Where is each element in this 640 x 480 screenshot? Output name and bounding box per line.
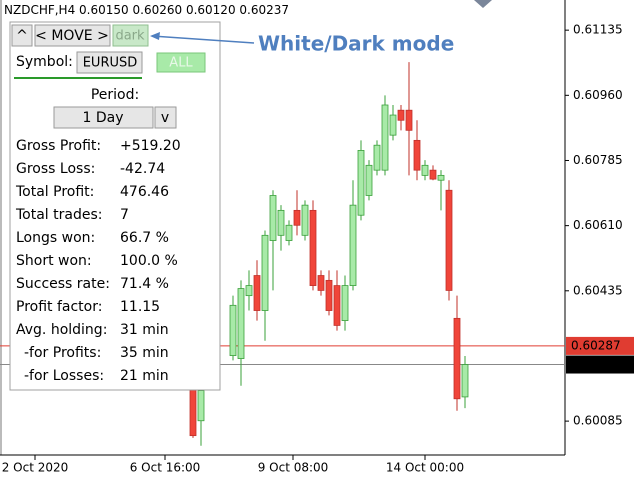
- stat-value: -42.74: [120, 161, 165, 177]
- candle-body: [437, 174, 445, 181]
- move-label: < MOVE >: [35, 28, 109, 44]
- candle-body: [357, 150, 365, 216]
- stat-value: 66.7 %: [120, 230, 169, 246]
- panel-box: [9, 21, 221, 391]
- price-label: 0.60287: [571, 338, 621, 352]
- candle-body: [253, 275, 261, 311]
- stat-label: Gross Profit:: [16, 138, 101, 154]
- stat-label: Profit factor:: [16, 299, 102, 315]
- candle-body: [341, 285, 349, 321]
- symbol: NZDCHF,H4: [4, 3, 75, 17]
- collapse-button[interactable]: [11, 24, 33, 47]
- candle-body: [381, 104, 389, 171]
- stat-label: Short won:: [16, 253, 92, 269]
- y-tick-label: 0.60435: [573, 283, 623, 297]
- candle-body: [245, 285, 253, 297]
- candle-body: [389, 114, 397, 136]
- y-tick-label: 0.60610: [573, 218, 623, 232]
- candle-body: [229, 304, 237, 356]
- scroll-marker: [474, 0, 492, 8]
- stat-value: 7: [120, 207, 129, 223]
- all-button[interactable]: [156, 52, 206, 73]
- candle-body: [237, 288, 245, 359]
- y-tick-label: 0.60960: [573, 88, 623, 102]
- stat-value: 31 min: [120, 322, 169, 338]
- candle-body: [197, 390, 205, 422]
- stat-value: 71.4 %: [120, 276, 169, 292]
- quote: 0.60237: [239, 3, 289, 17]
- quote: 0.60260: [133, 3, 183, 17]
- symbol-label: Symbol:: [16, 54, 73, 70]
- candle-body: [261, 234, 269, 311]
- stat-value: 35 min: [120, 345, 169, 361]
- candle-body: [285, 224, 293, 241]
- stat-label: Total Profit:: [15, 184, 94, 200]
- candle-body: [397, 109, 405, 121]
- y-tick-label: 0.60785: [573, 153, 623, 167]
- candle-body: [413, 139, 421, 171]
- stat-label: Longs won:: [16, 230, 95, 246]
- candle-body: [405, 109, 413, 131]
- stat-value: +519.20: [120, 138, 181, 154]
- candle-body: [429, 169, 437, 180]
- annotation-arrow: [151, 35, 255, 44]
- period-value: 1 Day: [82, 110, 123, 126]
- dark-button[interactable]: [112, 24, 149, 47]
- candle-body: [453, 317, 461, 400]
- header: NZDCHF,H4 0.60150 0.60260 0.60120 0.6023…: [4, 3, 289, 17]
- dropdown-button[interactable]: [154, 106, 177, 129]
- quote: 0.60150: [79, 3, 129, 17]
- stat-value: 100.0 %: [120, 253, 178, 269]
- plot: [0, 62, 565, 446]
- candle-body: [445, 189, 453, 291]
- stats-panel: ^ < MOVE > dark Symbol: EURUSD ALL Perio…: [9, 21, 221, 391]
- arrow-head: [150, 32, 160, 40]
- candle-body: [373, 144, 381, 171]
- price-label-box: [566, 336, 634, 355]
- price-label-box: [566, 355, 634, 374]
- stat-value: 21 min: [120, 368, 169, 384]
- stat-label: Gross Loss:: [16, 161, 95, 177]
- candle-body: [301, 204, 309, 236]
- candle-body: [365, 164, 373, 196]
- dropdown-label: v: [161, 110, 169, 126]
- stat-value: 11.15: [120, 299, 160, 315]
- stat-label: Total trades:: [15, 207, 102, 223]
- candle-body: [349, 204, 357, 286]
- y-tick-label: 0.60085: [573, 414, 623, 428]
- x-tick-label: 9 Oct 08:00: [258, 461, 329, 475]
- stat-value: 476.46: [120, 184, 169, 200]
- symbol-button[interactable]: [76, 51, 143, 74]
- move-button[interactable]: [34, 24, 111, 47]
- candle-body: [421, 164, 429, 176]
- stat-label: Success rate:: [16, 276, 110, 292]
- x-tick-label: 14 Oct 00:00: [386, 461, 464, 475]
- candle-body: [461, 364, 469, 398]
- collapse-label: ^: [16, 28, 28, 44]
- candle-body: [189, 385, 197, 437]
- candle-body: [293, 209, 301, 226]
- candle-body: [333, 285, 341, 326]
- stat-label: -for Profits:: [24, 345, 101, 361]
- quote: 0.60120: [186, 3, 236, 17]
- all-label: ALL: [169, 56, 193, 71]
- stats-list: Gross Profit: +519.20 Gross Loss: -42.74 Tot…: [15, 138, 181, 384]
- candle-body: [269, 195, 277, 241]
- symbol-value: EURUSD: [83, 56, 138, 71]
- period-label: Period:: [91, 87, 139, 103]
- candle-body: [317, 275, 325, 291]
- dark-label: dark: [115, 29, 145, 44]
- stat-label: Avg. holding:: [16, 322, 107, 338]
- candle-body: [309, 209, 317, 286]
- price-label: 0.60237: [571, 357, 621, 371]
- candle-body: [325, 279, 333, 311]
- annotation: White/Dark mode: [258, 32, 454, 56]
- x-tick-label: 6 Oct 16:00: [130, 461, 201, 475]
- x-tick-label: 2 Oct 2020: [2, 461, 69, 475]
- period-button[interactable]: [53, 106, 154, 129]
- stat-label: -for Losses:: [24, 368, 104, 384]
- candle-body: [277, 209, 285, 236]
- y-tick-label: 0.61135: [573, 23, 623, 37]
